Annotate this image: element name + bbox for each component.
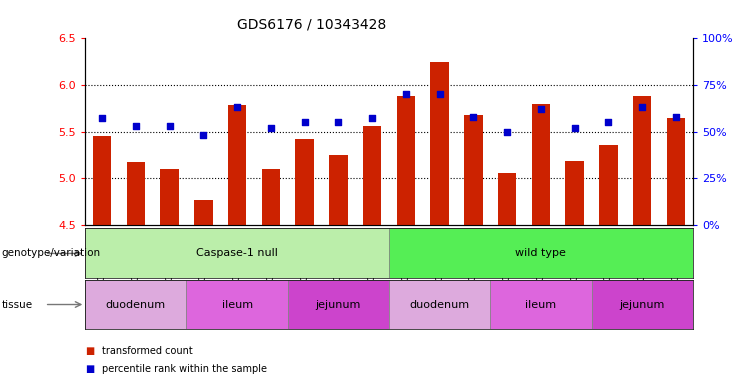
- Bar: [531, 104, 551, 225]
- Bar: [194, 200, 213, 225]
- Bar: [633, 96, 651, 225]
- Text: genotype/variation: genotype/variation: [1, 248, 101, 258]
- Text: Caspase-1 null: Caspase-1 null: [196, 248, 278, 258]
- Bar: [431, 62, 449, 225]
- Point: [670, 114, 682, 120]
- Text: ■: ■: [85, 346, 94, 356]
- Text: tissue: tissue: [1, 300, 33, 310]
- Point: [96, 116, 108, 122]
- Bar: [288, 280, 389, 329]
- Bar: [363, 126, 382, 225]
- Text: percentile rank within the sample: percentile rank within the sample: [102, 364, 267, 374]
- Bar: [262, 169, 280, 225]
- Point: [333, 119, 345, 125]
- Bar: [85, 228, 389, 278]
- Text: transformed count: transformed count: [102, 346, 192, 356]
- Text: wild type: wild type: [516, 248, 566, 258]
- Text: jejunum: jejunum: [619, 300, 665, 310]
- Point: [501, 128, 513, 135]
- Text: jejunum: jejunum: [316, 300, 361, 310]
- Point: [433, 91, 445, 98]
- Bar: [565, 161, 584, 225]
- Bar: [591, 280, 693, 329]
- Text: ■: ■: [85, 364, 94, 374]
- Bar: [296, 139, 314, 225]
- Bar: [396, 96, 415, 225]
- Bar: [93, 136, 111, 225]
- Text: duodenum: duodenum: [106, 300, 166, 310]
- Bar: [491, 280, 591, 329]
- Bar: [389, 228, 693, 278]
- Point: [366, 116, 378, 122]
- Bar: [187, 280, 288, 329]
- Point: [197, 132, 209, 138]
- Point: [637, 104, 648, 110]
- Bar: [599, 146, 618, 225]
- Text: ileum: ileum: [222, 300, 253, 310]
- Point: [299, 119, 310, 125]
- Bar: [227, 104, 247, 225]
- Text: GDS6176 / 10343428: GDS6176 / 10343428: [236, 17, 386, 31]
- Point: [265, 125, 277, 131]
- Text: ileum: ileum: [525, 300, 556, 310]
- Bar: [329, 155, 348, 225]
- Bar: [160, 169, 179, 225]
- Bar: [464, 115, 482, 225]
- Point: [130, 123, 142, 129]
- Point: [569, 125, 581, 131]
- Point: [231, 104, 243, 110]
- Bar: [127, 162, 145, 225]
- Point: [602, 119, 614, 125]
- Point: [164, 123, 176, 129]
- Bar: [498, 174, 516, 225]
- Point: [400, 91, 412, 98]
- Text: duodenum: duodenum: [410, 300, 470, 310]
- Bar: [85, 280, 187, 329]
- Point: [468, 114, 479, 120]
- Bar: [389, 280, 491, 329]
- Point: [535, 106, 547, 112]
- Bar: [667, 118, 685, 225]
